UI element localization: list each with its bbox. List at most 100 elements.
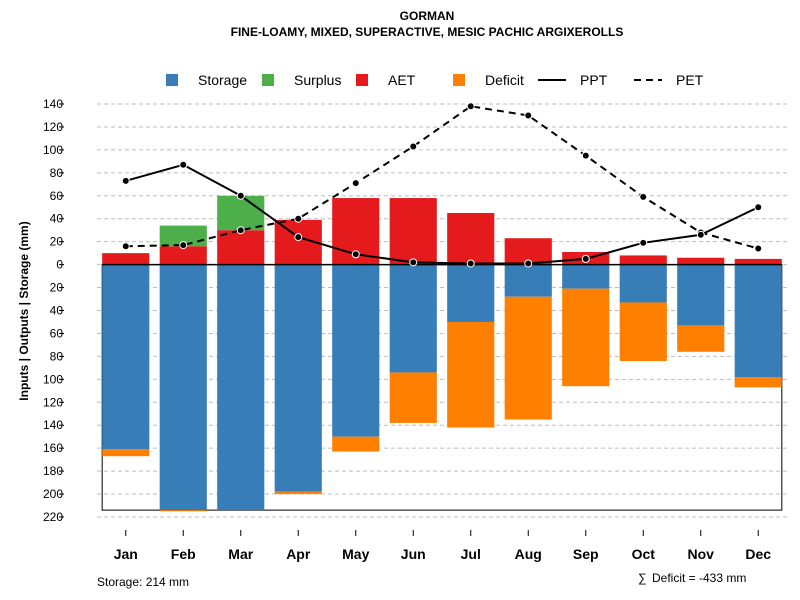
y-tick-label: 120	[43, 395, 63, 409]
pet-point	[581, 151, 590, 160]
legend-label-surplus: Surplus	[294, 72, 341, 88]
storage-bar	[332, 264, 380, 437]
deficit-footnote: Deficit = -433 mm	[652, 571, 746, 585]
deficit-bar	[389, 372, 437, 423]
y-tick-label: 60	[50, 326, 64, 340]
ppt-point	[409, 258, 418, 267]
storage-bar	[217, 264, 265, 511]
x-tick-label: May	[342, 546, 369, 562]
x-axis: Jan Feb Mar Apr May Jun Jul Aug Sep Oct Nov Dec	[114, 530, 771, 562]
aet-bar	[102, 253, 150, 265]
legend-label-aet: AET	[388, 72, 416, 88]
storage-footnote: Storage: 214 mm	[97, 575, 189, 589]
pet-point	[466, 102, 475, 111]
x-tick-label: Apr	[286, 546, 311, 562]
ppt-point	[581, 254, 590, 263]
x-tick-label: Sep	[573, 546, 599, 562]
deficit-bar	[447, 321, 495, 428]
y-axis-label: Inputs | Outputs | Storage (mm)	[17, 221, 31, 400]
aet-bar	[447, 212, 495, 265]
pet-point	[351, 179, 360, 188]
storage-bar	[734, 264, 782, 378]
ppt-point	[754, 203, 763, 212]
y-tick-label: 180	[43, 464, 63, 478]
aet-bar	[619, 255, 667, 265]
storage-bar	[102, 264, 150, 450]
surplus-bar	[217, 195, 265, 231]
y-tick-label: 20	[50, 281, 64, 295]
y-tick-label: 120	[43, 120, 63, 134]
ppt-point	[236, 191, 245, 200]
y-tick-label: 140	[43, 97, 63, 111]
x-tick-label: Aug	[515, 546, 542, 562]
pet-point	[179, 241, 188, 250]
ppt-point	[179, 160, 188, 169]
storage-bar	[447, 264, 495, 322]
aet-bar	[159, 246, 207, 265]
pet-point	[236, 226, 245, 235]
aet-bar	[217, 230, 265, 265]
gridlines	[97, 103, 787, 518]
aet-bar	[677, 257, 725, 265]
pet-point	[294, 214, 303, 223]
legend-swatch-deficit	[453, 74, 465, 86]
deficit-bar	[562, 288, 610, 387]
ppt-point	[639, 238, 648, 247]
deficit-bar	[504, 296, 552, 420]
aet-bar	[734, 258, 782, 265]
pet-point	[524, 111, 533, 120]
x-tick-label: Feb	[171, 546, 196, 562]
bars	[101, 195, 783, 512]
x-tick-label: Jul	[461, 546, 481, 562]
x-tick-label: Mar	[228, 546, 253, 562]
x-tick-label: Dec	[745, 546, 771, 562]
deficit-bar	[102, 449, 150, 457]
ppt-point	[524, 259, 533, 268]
legend-swatch-storage	[166, 74, 178, 86]
legend-label-deficit: Deficit	[485, 72, 524, 88]
legend: Storage Surplus AET Deficit PPT PET	[166, 72, 704, 88]
storage-bar	[159, 264, 207, 511]
x-tick-label: Nov	[688, 546, 715, 562]
ppt-point	[121, 176, 130, 185]
ppt-point	[696, 230, 705, 239]
lines	[121, 102, 763, 268]
y-tick-label: 160	[43, 441, 63, 455]
y-tick-label: 140	[43, 418, 63, 432]
y-tick-label: 20	[50, 235, 64, 249]
ppt-point	[294, 233, 303, 242]
y-tick-label: 220	[43, 510, 63, 524]
y-tick-label: 200	[43, 487, 63, 501]
pet-point	[754, 244, 763, 253]
storage-bar	[562, 264, 610, 289]
storage-bar	[619, 264, 667, 303]
chart-title: GORMAN	[400, 9, 455, 23]
y-tick-label: 40	[50, 304, 64, 318]
x-tick-label: Jan	[114, 546, 138, 562]
storage-bar	[389, 264, 437, 373]
ppt-line	[125, 163, 759, 265]
pet-point	[409, 142, 418, 151]
y-tick-label: 40	[50, 212, 64, 226]
chart-subtitle: FINE-LOAMY, MIXED, SUPERACTIVE, MESIC PA…	[231, 25, 624, 39]
y-tick-label: 80	[50, 166, 64, 180]
ppt-point	[466, 259, 475, 268]
y-tick-label: 60	[50, 189, 64, 203]
y-tick-label: 100	[43, 372, 63, 386]
deficit-bar	[677, 325, 725, 352]
x-tick-label: Jun	[401, 546, 426, 562]
deficit-bar	[159, 510, 207, 512]
surplus-bar	[159, 225, 207, 247]
storage-bar	[274, 264, 322, 492]
y-tick-label: 100	[43, 143, 63, 157]
pet-point	[639, 192, 648, 201]
sum-symbol: ∑	[638, 571, 647, 585]
aet-bar	[389, 198, 437, 265]
deficit-bar	[274, 491, 322, 495]
legend-label-pet: PET	[676, 72, 704, 88]
legend-label-storage: Storage	[198, 72, 247, 88]
storage-bar	[504, 264, 552, 297]
deficit-bar	[619, 302, 667, 361]
x-tick-label: Oct	[632, 546, 656, 562]
